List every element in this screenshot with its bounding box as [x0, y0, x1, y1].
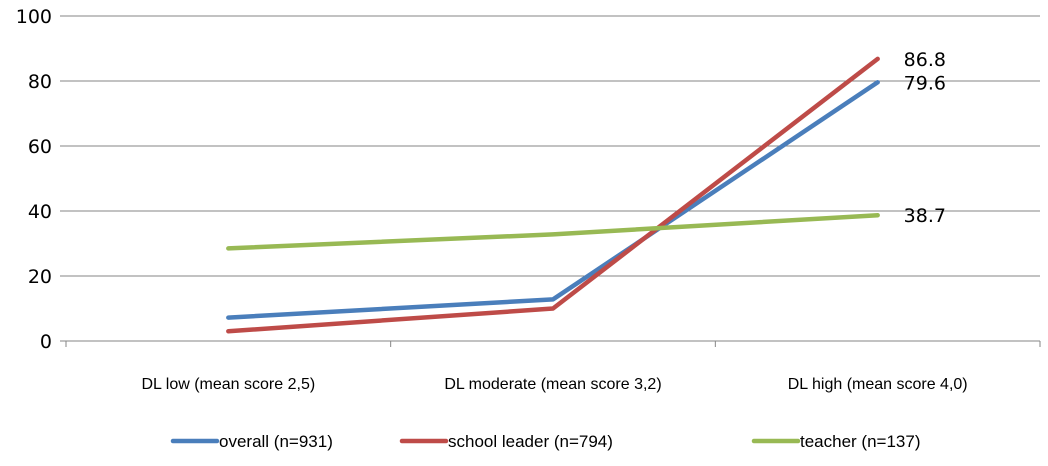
x-category-label: DL low (mean score 2,5)	[141, 376, 315, 393]
x-axis-ticks	[65, 341, 1041, 347]
x-category-label: DL high (mean score 4,0)	[788, 376, 968, 393]
legend-label: school leader (n=794)	[448, 432, 613, 451]
y-tick-label: 60	[28, 136, 52, 158]
data-label: 38.7	[904, 205, 946, 227]
series-line-0	[226, 80, 880, 320]
legend-label: teacher (n=137)	[800, 432, 921, 451]
y-tick-label: 40	[28, 201, 52, 223]
y-tick-label: 100	[16, 6, 52, 28]
data-labels: 79.686.8 38.7	[904, 49, 946, 227]
data-label: 86.8	[904, 49, 946, 71]
y-tick-label: 0	[40, 331, 52, 353]
legend: overall (n=931) school leader (n=794) teac…	[170, 432, 921, 451]
series-line-1	[226, 56, 880, 334]
y-tick-label: 80	[28, 71, 52, 93]
x-category-label: DL moderate (mean score 3,2)	[444, 376, 661, 393]
y-tick-label: 20	[28, 266, 52, 288]
data-label: 79.6	[904, 72, 946, 94]
gridlines	[66, 15, 1040, 277]
series-lines	[226, 56, 880, 334]
x-axis-labels: DL low (mean score 2,5) DL moderate (mean…	[141, 376, 967, 393]
y-axis-ticks: 0 20 40 60 80 100	[16, 6, 66, 353]
legend-label: overall (n=931)	[219, 432, 333, 451]
series-line-2	[226, 212, 880, 251]
